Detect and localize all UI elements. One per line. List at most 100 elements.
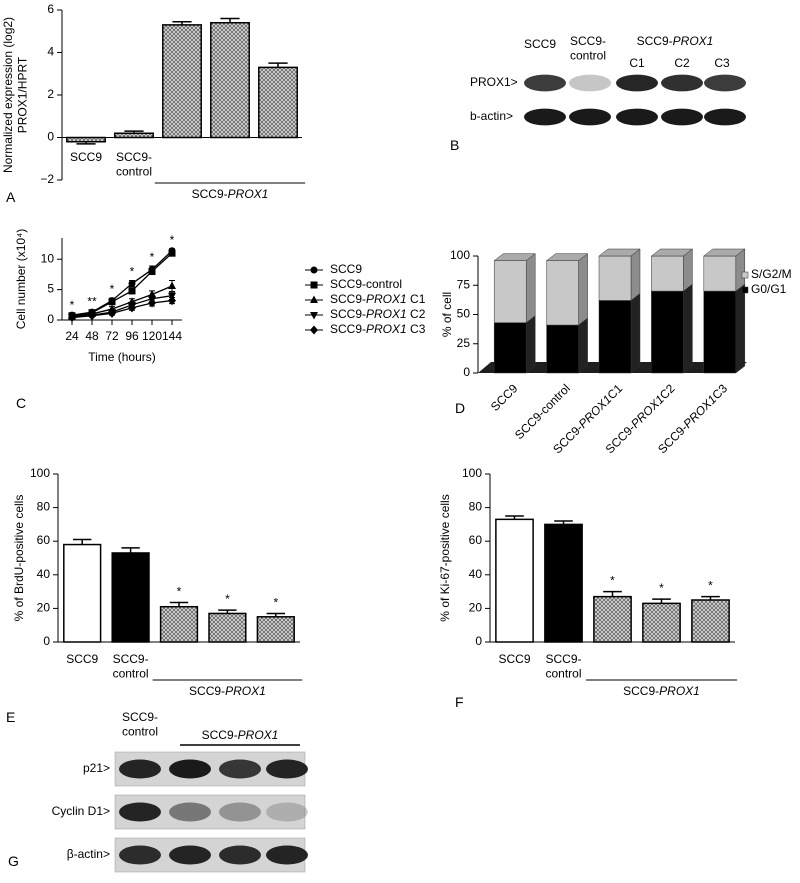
row-label: p21> <box>83 761 110 775</box>
legend-label: SCC9-PROX1 C1 <box>330 292 426 306</box>
x-tick-label: SCC9 <box>488 381 521 414</box>
legend-marker <box>310 295 318 303</box>
bar-front <box>651 255 684 292</box>
legend-label: SCC9-control <box>330 277 402 291</box>
legend-marker <box>310 325 318 335</box>
blot-band <box>704 74 746 92</box>
y-tick-label: 100 <box>450 248 470 262</box>
y-axis-label: % of cell <box>440 292 454 337</box>
bar-segment <box>493 253 536 324</box>
panel-letter: A <box>6 189 16 205</box>
x-tick-label: SCC9-control <box>545 652 581 680</box>
bar-side <box>735 248 746 292</box>
bar-side <box>578 317 588 374</box>
panel-letter: F <box>455 694 464 710</box>
blot-band <box>661 74 703 92</box>
point <box>168 249 176 257</box>
legend-swatch <box>741 271 749 279</box>
point <box>128 303 136 313</box>
y-tick-label: 80 <box>37 500 51 514</box>
blot-band <box>219 802 261 822</box>
y-tick-label: 50 <box>457 307 471 321</box>
y-axis-label: % of BrdU-positive cells <box>12 495 26 622</box>
legend-marker <box>310 312 318 320</box>
panel-letter: G <box>8 853 19 869</box>
point <box>148 267 156 275</box>
bar <box>495 518 534 643</box>
y-tick-label: 60 <box>469 533 483 547</box>
bar <box>114 132 154 139</box>
significance-mark: * <box>170 233 175 247</box>
bar <box>210 22 250 139</box>
blot-band <box>569 108 611 126</box>
bar-top <box>493 253 536 261</box>
y-tick-label: 0 <box>43 634 50 648</box>
series-line <box>71 285 173 318</box>
y-tick-label: 4 <box>47 45 54 59</box>
y-tick-label: 10 <box>41 251 55 265</box>
blot-band <box>169 845 211 865</box>
y-tick-label: 20 <box>469 601 483 615</box>
y-tick-label: 60 <box>37 533 51 547</box>
legend-label: SCC9 <box>330 262 362 276</box>
bar <box>256 616 295 643</box>
bar <box>258 66 298 139</box>
bar-side <box>630 292 641 374</box>
y-tick-label: 2 <box>47 87 54 101</box>
bar-side <box>683 248 693 292</box>
point <box>108 308 116 318</box>
y-tick-label: 0 <box>463 365 470 379</box>
significance-mark: * <box>70 298 75 312</box>
bar-segment <box>703 283 746 374</box>
bar-side <box>630 248 641 301</box>
legend-swatch <box>741 286 749 294</box>
legend-label: SCC9-PROX1 C3 <box>330 322 426 336</box>
x-tick-label: SCC9 <box>70 150 102 164</box>
bar-front <box>598 255 632 301</box>
bar-segment <box>493 315 536 374</box>
group-label: SCC9-PROX1 <box>192 187 269 201</box>
x-tick-label: SCC9 <box>66 652 98 666</box>
significance-mark: * <box>708 579 713 593</box>
blot-band <box>616 74 658 92</box>
bar-side <box>525 315 536 374</box>
bar <box>208 612 247 643</box>
bar-front <box>651 290 684 374</box>
point <box>128 287 136 295</box>
y-tick-label: 40 <box>469 567 483 581</box>
y-tick-label: 5 <box>47 282 54 296</box>
point <box>168 281 176 289</box>
lane-label: SCC9 <box>524 37 556 51</box>
blot-band <box>569 74 611 92</box>
row-label: b-actin> <box>470 109 513 123</box>
point <box>168 296 176 306</box>
y-tick-label: −2 <box>40 172 54 186</box>
y-axis-label: Cell number (x10⁴) <box>14 229 28 330</box>
x-tick-label: 48 <box>85 329 99 343</box>
x-tick-label: SCC9 <box>498 652 530 666</box>
significance-mark: * <box>225 592 230 606</box>
y-axis-label: Normalized expression (log2)PROX1/HPRT <box>1 17 29 173</box>
significance-mark: * <box>273 596 278 610</box>
group-label: SCC9-PROX1 <box>637 34 714 48</box>
bar-side <box>525 253 536 324</box>
bar-front <box>493 260 527 323</box>
bar <box>162 24 202 139</box>
blot-band <box>266 845 308 865</box>
group-label: SCC9-PROX1 <box>202 728 279 742</box>
y-tick-label: 100 <box>30 466 50 480</box>
lane-label: C2 <box>674 56 690 70</box>
legend-marker <box>310 281 318 289</box>
bar-segment <box>703 248 746 292</box>
bar-segment <box>651 283 693 374</box>
significance-mark: * <box>177 585 182 599</box>
y-axis-label: % of Ki-67-positive cells <box>438 494 452 621</box>
y-tick-label: 0 <box>47 312 54 326</box>
blot-band <box>616 108 658 126</box>
point <box>108 298 116 306</box>
blot-band <box>266 802 308 822</box>
y-tick-label: 20 <box>37 601 51 615</box>
bar-front <box>493 322 527 374</box>
significance-mark: ** <box>87 294 97 308</box>
panel-letter: E <box>6 709 15 725</box>
